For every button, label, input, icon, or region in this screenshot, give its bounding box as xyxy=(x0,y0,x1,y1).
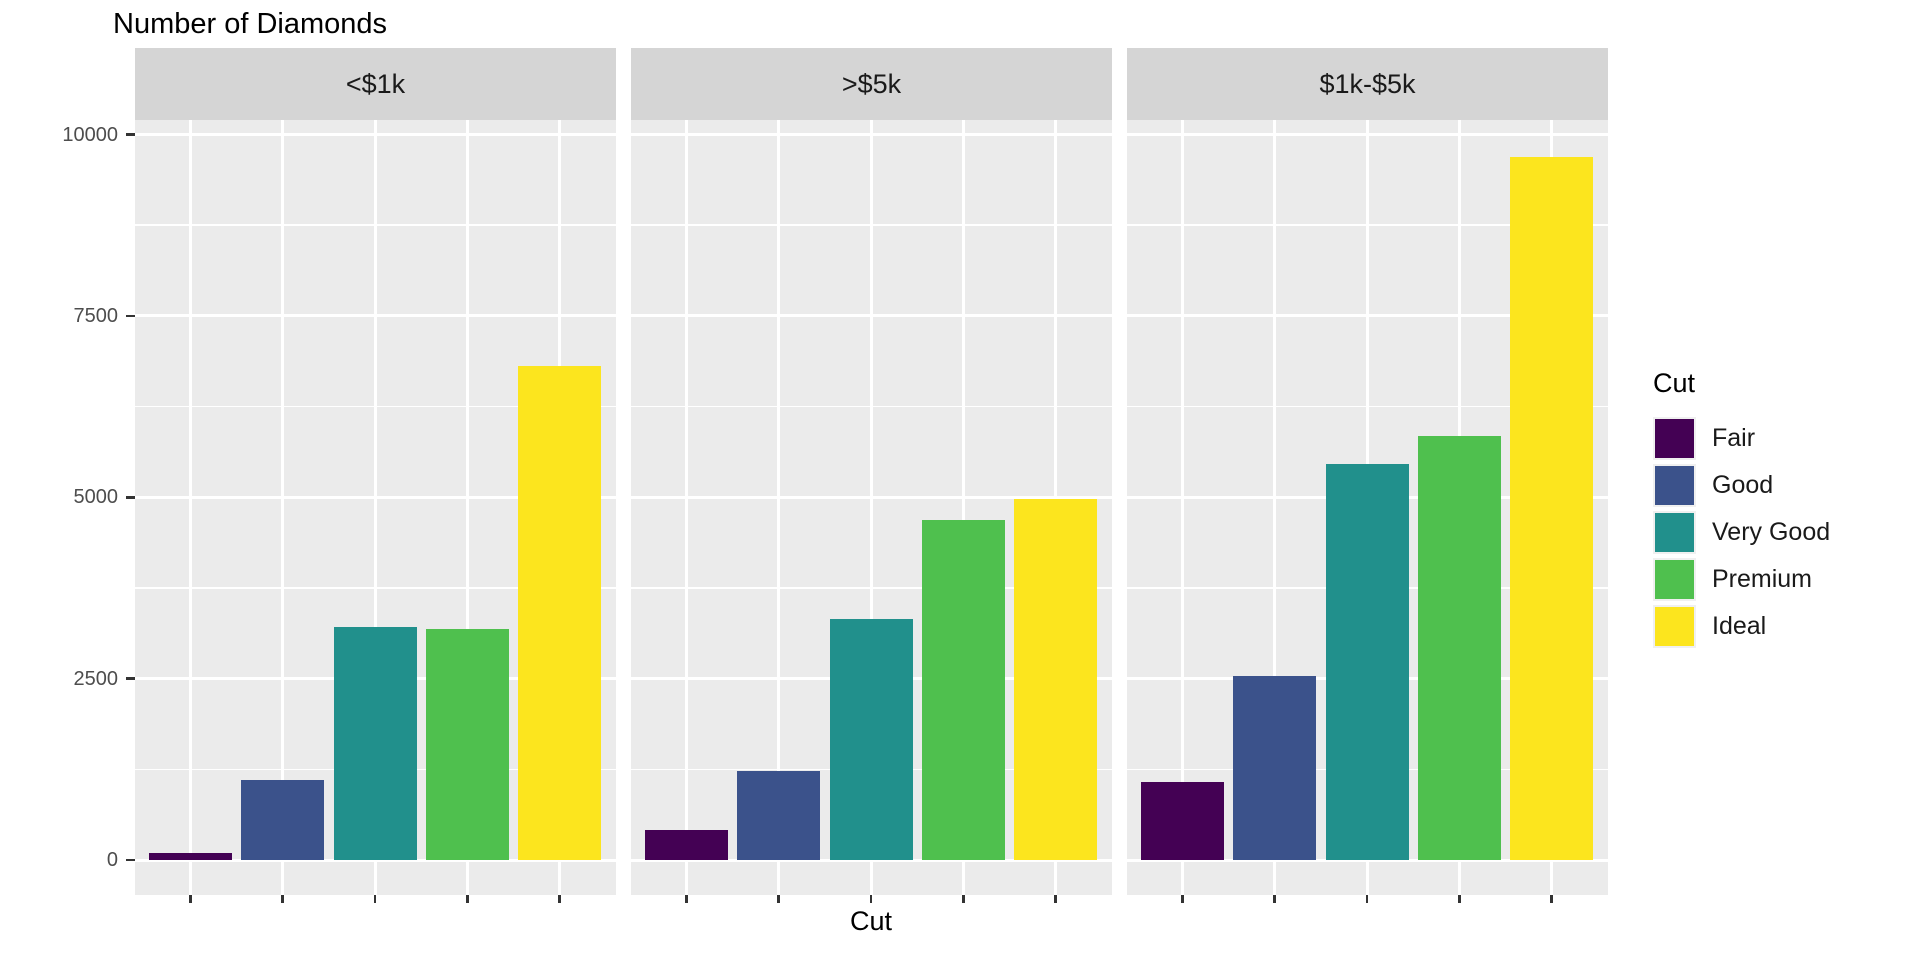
legend-swatch-very-good xyxy=(1655,513,1694,552)
facet-strip-label: >$5k xyxy=(841,68,902,99)
x-tick-mark-ideal xyxy=(1550,895,1553,903)
x-tick-mark-very-good xyxy=(1365,895,1369,903)
x-tick-mark-good xyxy=(777,895,780,903)
facet-strip--1k: <$1k xyxy=(135,48,616,120)
bar-very-good xyxy=(1325,463,1409,860)
y-tick-mark-10000 xyxy=(126,133,135,136)
y-tick-label-5000: 5000 xyxy=(73,486,119,509)
y-tick-label-7500: 7500 xyxy=(73,304,119,327)
bar-premium xyxy=(425,629,509,860)
bar-good xyxy=(737,770,821,860)
legend-key-ideal xyxy=(1653,605,1696,648)
x-tick-mark-good xyxy=(1273,895,1276,903)
x-tick-mark-fair xyxy=(1181,895,1184,903)
legend-key-good xyxy=(1653,464,1696,507)
gridline-major-vertical xyxy=(777,120,781,895)
legend-swatch-premium xyxy=(1655,560,1694,599)
bar-premium xyxy=(921,519,1005,860)
bar-fair xyxy=(1140,782,1224,860)
y-tick-label-0: 0 xyxy=(106,849,118,871)
legend-title: Cut xyxy=(1653,368,1696,398)
x-tick-mark-very-good xyxy=(869,895,873,903)
bar-ideal xyxy=(1510,156,1594,860)
legend-label: Very Good xyxy=(1712,518,1831,546)
x-tick-mark-premium xyxy=(962,895,965,903)
legend-item-good: Good xyxy=(1653,464,1830,507)
bar-very-good xyxy=(333,627,417,860)
gridline-major-vertical xyxy=(373,120,377,895)
bar-premium xyxy=(1417,435,1501,860)
plot-panel-2 xyxy=(631,120,1112,895)
legend-key-premium xyxy=(1653,558,1696,601)
bar-fair xyxy=(148,852,232,860)
legend-item-premium: Premium xyxy=(1653,558,1830,601)
legend-label: Premium xyxy=(1712,565,1813,593)
legend-label: Fair xyxy=(1712,424,1756,452)
y-tick-label-2500: 2500 xyxy=(73,667,119,690)
legend-item-very-good: Very Good xyxy=(1653,511,1830,554)
x-tick-mark-ideal xyxy=(558,895,561,903)
legend-item-ideal: Ideal xyxy=(1653,605,1830,648)
facet-strip-label: $1k-$5k xyxy=(1319,68,1416,99)
gridline-major-vertical xyxy=(1180,120,1184,895)
legend: Cut Fair Good Very Good Premium Ideal xyxy=(1653,368,1830,652)
gridline-major-vertical xyxy=(465,120,469,895)
legend-key-fair xyxy=(1653,417,1696,460)
legend-key-very-good xyxy=(1653,511,1696,554)
bar-ideal xyxy=(518,365,602,860)
x-axis-title: Cut xyxy=(849,906,893,936)
legend-label: Good xyxy=(1712,471,1774,499)
bar-fair xyxy=(644,830,728,860)
facet-strip--1k-5k: $1k-$5k xyxy=(1127,48,1608,120)
facet-strip--5k: >$5k xyxy=(631,48,1112,120)
gridline-major-vertical xyxy=(188,120,192,895)
legend-swatch-fair xyxy=(1655,419,1694,458)
plot-panel-1 xyxy=(135,120,616,895)
bar-good xyxy=(1233,676,1317,860)
x-tick-mark-good xyxy=(281,895,284,903)
plot-title: Number of Diamonds xyxy=(113,8,387,40)
y-tick-label-10000: 10000 xyxy=(62,123,118,146)
bar-very-good xyxy=(829,619,913,860)
y-tick-mark-2500 xyxy=(126,677,135,680)
x-tick-mark-premium xyxy=(466,895,469,903)
legend-swatch-good xyxy=(1655,466,1694,505)
bar-ideal xyxy=(1014,499,1098,860)
bar-good xyxy=(241,780,325,860)
gridline-major-vertical xyxy=(1273,120,1277,895)
legend-swatch-ideal xyxy=(1655,607,1694,646)
legend-label: Ideal xyxy=(1712,612,1767,640)
plot-panel-3 xyxy=(1127,120,1608,895)
y-tick-mark-0 xyxy=(126,858,135,862)
y-tick-mark-7500 xyxy=(126,314,135,318)
legend-item-fair: Fair xyxy=(1653,417,1830,460)
y-tick-mark-5000 xyxy=(126,496,135,499)
gridline-major-vertical xyxy=(961,120,965,895)
x-tick-mark-very-good xyxy=(373,895,377,903)
legend-items: Fair Good Very Good Premium Ideal xyxy=(1653,417,1830,648)
facet-strip-label: <$1k xyxy=(345,68,406,99)
x-tick-mark-fair xyxy=(685,895,688,903)
x-tick-mark-premium xyxy=(1458,895,1461,903)
x-tick-mark-fair xyxy=(189,895,192,903)
x-tick-mark-ideal xyxy=(1054,895,1057,903)
gridline-major-vertical xyxy=(281,120,285,895)
gridline-major-vertical xyxy=(869,120,873,895)
gridline-major-vertical xyxy=(684,120,688,895)
